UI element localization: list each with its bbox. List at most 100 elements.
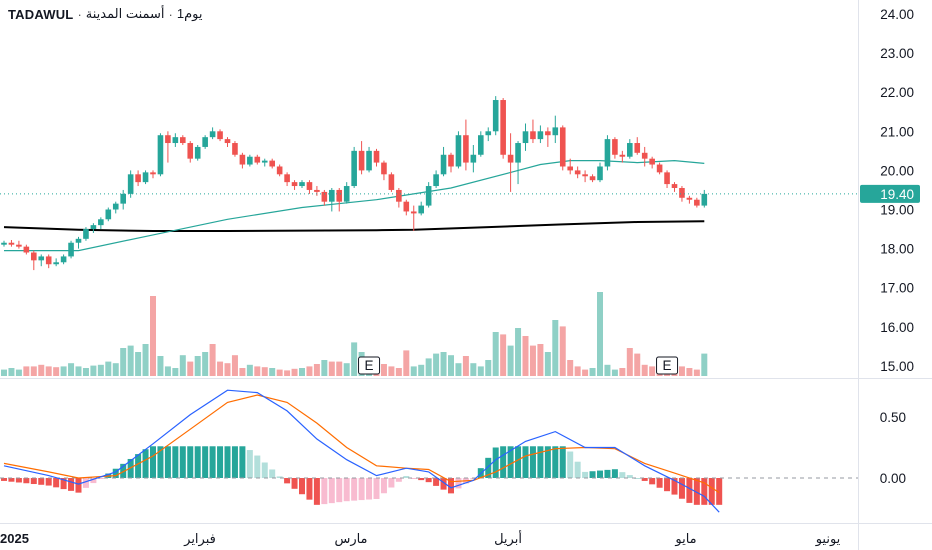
macd-histogram-bar <box>239 446 246 478</box>
macd-histogram-bar <box>172 446 179 478</box>
candle <box>507 133 514 192</box>
candle-body <box>284 174 290 183</box>
candle-body <box>31 252 37 261</box>
macd-lines <box>3 389 720 513</box>
macd-histogram-bar <box>1 478 7 481</box>
candle <box>425 182 432 208</box>
macd-histogram-bar <box>597 470 603 478</box>
volume-bar <box>53 367 60 376</box>
candle-body <box>537 131 544 140</box>
price-tick-label: 15.00 <box>880 359 914 374</box>
macd-histogram-bar <box>127 458 134 478</box>
volume-bar <box>328 361 335 376</box>
macd-histogram-bar <box>75 478 82 493</box>
volume-bar <box>224 363 231 376</box>
candle <box>463 119 469 171</box>
macd-histogram-bar <box>135 454 142 478</box>
candle-body <box>247 156 253 165</box>
time-axis-label: 2025 <box>0 531 29 546</box>
macd-histogram-bar <box>269 469 276 478</box>
macd-histogram-bar <box>202 446 209 478</box>
macd-histogram-bar <box>328 478 335 504</box>
candle <box>478 131 484 157</box>
volume-bar <box>68 363 75 376</box>
time-axis[interactable]: 2025 فبراير مارس أبريل مايو يونيو <box>0 530 841 547</box>
volume-bar <box>239 368 246 376</box>
macd-histogram-bar <box>701 478 708 505</box>
macd-histogram-bar <box>626 475 633 478</box>
symbol-header[interactable]: TADAWUL · أسمنت المدينة · 1يوم <box>8 6 203 22</box>
volume-bar <box>261 367 268 376</box>
candle-body <box>172 137 179 144</box>
volume-bar <box>127 345 134 376</box>
candle-body <box>321 191 328 202</box>
candle <box>142 170 149 185</box>
macd-histogram-bar <box>395 478 402 482</box>
volume-bar <box>485 360 492 376</box>
time-axis-label: مايو <box>674 531 696 547</box>
price-axis[interactable]: 24.00 23.00 22.00 21.00 20.00 19.00 18.00 17.00… <box>860 7 920 486</box>
candle <box>403 199 410 216</box>
price-tick-label: 17.00 <box>880 281 914 296</box>
macd-histogram-bar <box>403 476 410 478</box>
candle <box>604 135 611 171</box>
candle-body <box>619 154 626 157</box>
macd-histogram-bar <box>440 478 447 490</box>
macd-histogram-bar <box>276 476 283 478</box>
candle <box>157 133 164 177</box>
candle <box>8 239 15 247</box>
interval-label: 1يوم <box>176 6 203 21</box>
candle <box>90 223 97 233</box>
candle-body <box>306 182 313 190</box>
candle <box>53 258 59 267</box>
candle-body <box>112 203 119 210</box>
candle <box>239 152 246 169</box>
volume-bar <box>164 366 171 376</box>
candle-body <box>127 174 134 194</box>
volume-bar <box>291 368 298 376</box>
candle-body <box>239 154 246 165</box>
volume-bar <box>448 355 454 376</box>
macd-histogram-bar <box>604 469 611 478</box>
time-axis-label: أبريل <box>494 530 522 547</box>
earnings-marker-box <box>656 356 679 375</box>
macd-histogram-bar <box>187 446 194 478</box>
candle <box>187 141 194 163</box>
macd-histogram-bar <box>448 478 454 494</box>
candle <box>112 201 119 214</box>
macd-histogram-bar <box>246 450 253 478</box>
candle <box>261 158 268 167</box>
volume-bar <box>529 345 536 376</box>
macd-histogram-bar <box>82 478 89 488</box>
exchange-label: TADAWUL <box>8 6 74 22</box>
candle <box>23 244 30 255</box>
candle-body <box>358 150 365 171</box>
volume-bar <box>597 292 603 376</box>
candle-body <box>276 166 283 175</box>
candle <box>627 139 633 159</box>
macd-histogram-bar <box>291 478 298 489</box>
volume-bar <box>269 368 276 376</box>
volume-bar <box>522 336 529 376</box>
candle <box>336 187 343 212</box>
volume-bar <box>97 364 104 376</box>
candle-body <box>83 229 89 239</box>
volume-bar <box>202 352 209 376</box>
candle <box>135 170 141 187</box>
candle-body <box>634 143 641 153</box>
volume-bar <box>395 368 402 376</box>
volume-bar <box>455 363 462 376</box>
candle-body <box>16 244 22 247</box>
candle <box>202 135 208 149</box>
candle <box>180 135 186 145</box>
volume-bar <box>276 369 283 376</box>
macd-histogram-bar <box>209 446 216 478</box>
volume-bar <box>179 355 186 376</box>
volume-bar <box>60 366 67 376</box>
volume-bar <box>343 363 350 376</box>
candle-body <box>574 170 581 175</box>
macd-histogram-bar <box>544 446 551 478</box>
volume-bar <box>45 366 52 376</box>
